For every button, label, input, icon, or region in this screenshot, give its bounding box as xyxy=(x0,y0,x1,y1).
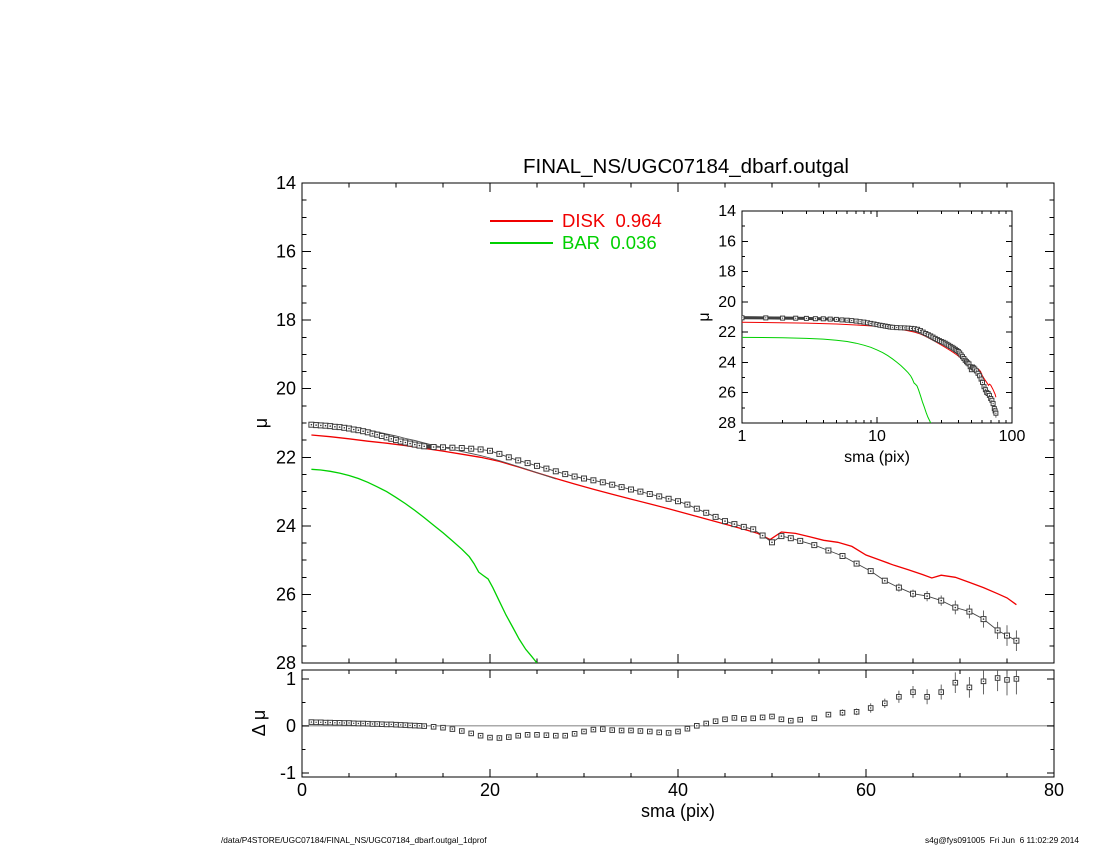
legend-bar-label: BAR 0.036 xyxy=(562,232,657,253)
residual-xtick-label: 80 xyxy=(1044,780,1064,800)
inset-ytick-label: 18 xyxy=(718,264,736,281)
residual-xtick-label: 60 xyxy=(856,780,876,800)
inset-ytick-label: 26 xyxy=(718,385,736,402)
legend-disk-line-swatch xyxy=(490,220,553,222)
inset-disk-line xyxy=(742,321,997,398)
x-axis-label: sma (pix) xyxy=(640,801,715,821)
main-ytick-label: 28 xyxy=(276,653,296,673)
residual-xtick-label: 20 xyxy=(480,780,500,800)
inset-xtick-label: 1 xyxy=(738,428,747,445)
inset-ytick-label: 20 xyxy=(718,294,736,311)
figure-title: FINAL_NS/UGC07184_dbarf.outgal xyxy=(523,155,849,178)
residual-y-axis-label: Δ μ xyxy=(248,709,269,737)
residual-points xyxy=(308,670,1020,741)
galaxy-profile-points xyxy=(308,421,1020,651)
inset-galaxy-points xyxy=(742,315,999,418)
inset-ytick-label: 28 xyxy=(718,415,736,432)
main-ytick-label: 20 xyxy=(276,379,296,399)
inset-y-axis-label: μ xyxy=(696,312,713,322)
inset-ytick-label: 22 xyxy=(718,324,736,341)
residual-ytick-label: 1 xyxy=(286,669,296,689)
main-ytick-label: 22 xyxy=(276,447,296,467)
legend-disk-label: DISK 0.964 xyxy=(562,210,662,231)
bar-model-line xyxy=(311,468,538,663)
main-ytick-label: 26 xyxy=(276,584,296,604)
inset-ytick-label: 14 xyxy=(718,203,736,220)
legend-bar-line-swatch xyxy=(490,242,553,244)
residual-xtick-label: 40 xyxy=(668,780,688,800)
inset-ytick-label: 24 xyxy=(718,354,736,371)
inset-x-axis-label: sma (pix) xyxy=(844,449,910,466)
main-ytick-label: 24 xyxy=(276,516,296,536)
inset-ytick-label: 16 xyxy=(718,233,736,250)
inset-xtick-label: 10 xyxy=(868,428,886,445)
footer-user-timestamp: s4g@fys091005 Fri Jun 6 11:02:29 2014 xyxy=(924,835,1079,845)
residual-xtick-label: 0 xyxy=(297,780,307,800)
main-ytick-label: 18 xyxy=(276,310,296,330)
main-ytick-label: 16 xyxy=(276,242,296,262)
inset-galaxy-line xyxy=(742,317,997,414)
inset-xtick-label: 100 xyxy=(999,428,1026,445)
main-ytick-label: 14 xyxy=(276,173,296,193)
footer-file-path: /data/P4STORE/UGC07184/FINAL_NS/UGC07184… xyxy=(221,835,487,845)
inset-bar-line xyxy=(742,336,932,423)
residual-ytick-label: 0 xyxy=(286,716,296,736)
residual-ytick-label: -1 xyxy=(280,763,296,783)
main-y-axis-label: μ xyxy=(250,417,271,429)
